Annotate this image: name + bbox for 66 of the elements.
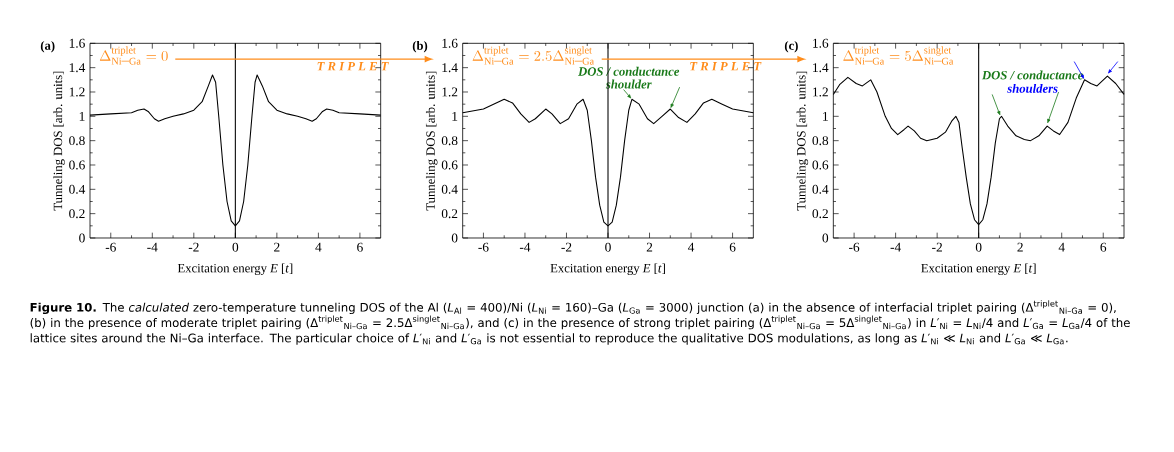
y-tick-label: 1.2 <box>69 87 85 97</box>
y-tick-label: 0.8 <box>69 136 85 146</box>
y-tick-label: 1.2 <box>813 87 828 97</box>
x-tick-label: 0 <box>975 242 982 252</box>
y-tick-label: 0 <box>451 233 458 243</box>
x-tick-label: -2 <box>188 242 199 252</box>
x-tick-label: 6 <box>1100 242 1107 252</box>
x-tick-label: 4 <box>1058 242 1065 252</box>
y-tick-label: 0.2 <box>441 209 458 219</box>
y-tick-label: 1.4 <box>69 63 86 73</box>
x-tick-label: 0 <box>605 242 611 252</box>
x-tick-label: -4 <box>519 242 531 252</box>
y-tick-label: 1 <box>79 111 85 121</box>
y-tick-label: 0.6 <box>441 160 458 170</box>
annotation: $\Delta^{\mathrm{triplet}}_{\mathrm{Ni\mbox{–}Ga}} = 0$ <box>99 46 168 65</box>
text: Figure 10. The calculated zero-temperature tunneling DOS of the Al (L$_{Al}$ = 400)/Ni (L$_{Ni}$ = 160)–Ga (L$_{Ga}$ = 3000) junction (a) in the absence of interfacial triplet pairing (Δ$^{triplet}$$_{Ni–Ga}$ = 0), (b) in the presence of moderate triplet pairing (Δ$^{triplet}$$_{Ni–Ga}$ = 2.5Δ$^{singlet}$$_{Ni–Ga}$), and (c) in the presence of strong triplet pairing (Δ$^{triplet}$$_{Ni–Ga}$ = 5Δ$^{singlet}$$_{Ni–Ga}$) in L′$_{Ni}$ = L$_{Ni}$/4 and L′$_{Ga}$ = L$_{Ga}$/4 of the lattice sites around the Ni–Ga interface. The particular choice of L′$_{Ni}$ and L′$_{Ga}$ is not essential to reproduce the qualitative DOS modulations, as long as L′$_{Ni}$ ≪ L$_{Ni}$ and L′$_{Ga}$ ≪ L$_{Ga}$. <box>30 300 1130 345</box>
x-tick-label: 6 <box>729 242 736 252</box>
ref-line-label: T R I P L E T <box>317 62 389 71</box>
x-tick-label: 2 <box>274 242 280 252</box>
annotation: $\Delta^{\mathrm{triplet}}_{\mathrm{Ni\mbox{–}Ga}} = 5\Delta^{\mathrm{singlet}}_{\mathrm{Ni\mbox{–}Ga}}$ <box>843 46 954 65</box>
y-tick-label: 0.4 <box>441 184 458 194</box>
y-tick-label: 1.6 <box>813 38 829 48</box>
y-tick-label: 0.6 <box>812 160 829 170</box>
x-tick-label: -6 <box>105 242 116 252</box>
chart-title: (b) <box>412 40 428 53</box>
y-tick-label: 1.4 <box>813 63 829 73</box>
x-tick-label: -4 <box>147 242 158 252</box>
y-tick-label: 1.6 <box>442 38 458 48</box>
chart-title: (a) <box>40 40 55 53</box>
y-tick-label: 1.6 <box>69 38 85 48</box>
annotation: DOS / conductance <box>981 70 1084 80</box>
y-axis-title: Tunneling DOS [arb. units] <box>425 71 438 211</box>
y-tick-label: 0.4 <box>69 184 86 194</box>
x-tick-label: -6 <box>849 242 860 252</box>
x-tick-label: 0 <box>232 242 239 252</box>
y-tick-label: 0.8 <box>812 136 829 146</box>
y-tick-label: 1.2 <box>442 87 458 97</box>
x-tick-label: 4 <box>687 242 695 252</box>
y-tick-label: 1.4 <box>442 63 458 73</box>
y-axis-title: Tunneling DOS [arb. units] <box>796 71 809 211</box>
x-axis-title: Excitation energy E [t] <box>550 263 665 276</box>
x-tick-label: -6 <box>478 242 489 252</box>
y-tick-label: 0.8 <box>441 136 458 146</box>
y-tick-label: 0.6 <box>69 160 85 170</box>
x-axis-title: Excitation energy E [t] <box>177 263 293 276</box>
x-tick-label: 2 <box>646 242 653 252</box>
y-tick-label: 0.4 <box>812 184 829 194</box>
ref-line-label: T R I P L E T <box>690 62 762 71</box>
y-tick-label: 0 <box>79 233 85 243</box>
y-tick-label: 0.2 <box>69 209 85 219</box>
y-tick-label: 1 <box>452 111 458 121</box>
annotation: shoulders <box>1007 83 1058 93</box>
y-axis-title: Tunneling DOS [arb. units] <box>53 71 65 211</box>
x-tick-label: 4 <box>315 242 322 252</box>
x-tick-label: -4 <box>890 242 901 252</box>
x-tick-label: -2 <box>561 242 572 252</box>
annotation: $\Delta^{\mathrm{triplet}}_{\mathrm{Ni\mbox{–}Ga}} = 2.5\Delta^{\mathrm{singlet}}_{\mathrm{Ni\mbox{–}Ga}}$ <box>472 46 594 65</box>
y-tick-label: 0 <box>822 233 829 243</box>
x-axis-title: Excitation energy E [t] <box>921 263 1036 276</box>
x-tick-label: 6 <box>357 242 363 252</box>
x-tick-label: 2 <box>1017 242 1023 252</box>
y-tick-label: 1 <box>823 111 828 121</box>
annotation: DOS / conductance <box>578 66 680 76</box>
y-tick-label: 0.2 <box>812 209 828 219</box>
chart-title: (c) <box>784 40 798 53</box>
x-tick-label: -2 <box>932 242 942 252</box>
